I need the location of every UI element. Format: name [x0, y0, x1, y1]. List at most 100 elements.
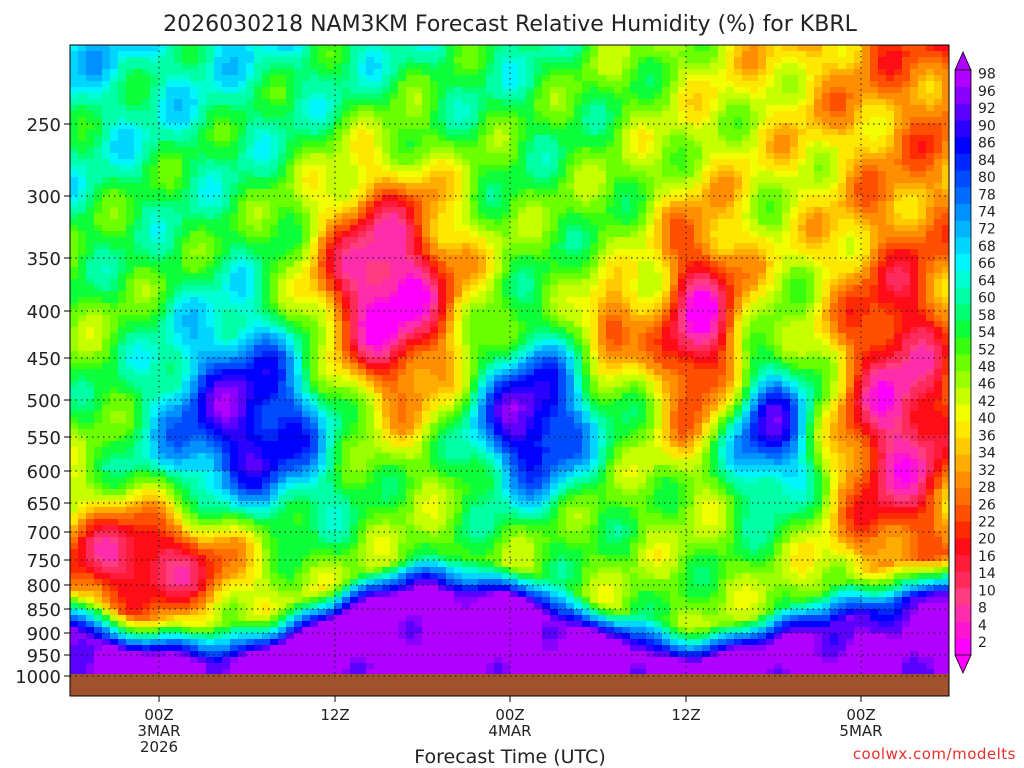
x-tick-label: 3MAR — [137, 722, 180, 740]
colorbar-swatch — [955, 337, 971, 355]
colorbar-label: 32 — [978, 463, 996, 479]
y-tick-label: 450 — [27, 349, 61, 370]
colorbar-label: 26 — [978, 497, 996, 513]
colorbar-swatch — [955, 621, 971, 639]
y-tick-label: 900 — [27, 624, 61, 645]
y-tick-label: 550 — [27, 428, 61, 449]
colorbar-swatch — [955, 554, 971, 572]
colorbar-swatch — [955, 287, 971, 305]
colorbar-swatch — [955, 454, 971, 472]
colorbar-label: 52 — [978, 342, 996, 358]
y-tick-label: 500 — [27, 391, 61, 412]
x-tick-label: 12Z — [320, 706, 349, 724]
x-tick-label: 00Z — [846, 706, 875, 724]
colorbar-label: 86 — [978, 136, 996, 152]
colorbar-max-arrow — [954, 51, 972, 71]
colorbar-swatch — [955, 370, 971, 388]
y-tick-label: 350 — [27, 249, 61, 270]
colorbar-label: 34 — [978, 446, 996, 462]
x-tick-label: 4MAR — [488, 722, 531, 740]
colorbar-label: 40 — [978, 411, 996, 427]
colorbar-label: 14 — [978, 566, 996, 582]
colorbar-swatch — [955, 487, 971, 505]
credit-text: coolwx.com/modelts — [853, 745, 1016, 763]
colorbar-swatch — [955, 471, 971, 489]
colorbar-label: 66 — [978, 256, 996, 272]
x-axis-label: Forecast Time (UTC) — [414, 746, 605, 768]
x-tick-label: 00Z — [495, 706, 524, 724]
colorbar-swatch — [955, 521, 971, 539]
colorbar-label: 74 — [978, 205, 996, 221]
y-tick-label: 650 — [27, 494, 61, 515]
y-tick-label: 750 — [27, 551, 61, 572]
y-tick-label: 800 — [27, 576, 61, 597]
colorbar-swatch — [955, 203, 971, 221]
colorbar-label: 98 — [978, 67, 996, 83]
colorbar-swatch — [955, 504, 971, 522]
y-tick-label: 850 — [27, 600, 61, 621]
colorbar-swatch — [955, 153, 971, 171]
colorbar-swatch — [955, 387, 971, 405]
colorbar-label: 28 — [978, 480, 996, 496]
colorbar-swatch — [955, 571, 971, 589]
colorbar-swatch — [955, 588, 971, 606]
colorbar-min-arrow — [954, 654, 972, 674]
colorbar-label: 64 — [978, 273, 996, 289]
colorbar-swatch — [955, 638, 971, 656]
colorbar-label: 92 — [978, 101, 996, 117]
colorbar-label: 22 — [978, 514, 996, 530]
x-tick-label: 2026 — [140, 738, 178, 756]
y-tick-label: 250 — [27, 115, 61, 136]
colorbar-label: 80 — [978, 170, 996, 186]
y-tick-label: 600 — [27, 462, 61, 483]
colorbar-swatch — [955, 437, 971, 455]
y-tick-label: 400 — [27, 302, 61, 323]
x-tick-label: 5MAR — [839, 722, 882, 740]
y-tick-label: 1000 — [15, 667, 61, 688]
colorbar-label: 72 — [978, 222, 996, 238]
colorbar-label: 58 — [978, 308, 996, 324]
colorbar-label: 36 — [978, 428, 996, 444]
colorbar: 2481014162022262832343640424648525458606… — [954, 51, 996, 674]
colorbar-swatch — [955, 136, 971, 154]
colorbar-label: 2 — [978, 635, 987, 651]
colorbar-swatch — [955, 421, 971, 439]
colorbar-swatch — [955, 120, 971, 138]
plot-area — [70, 45, 949, 696]
colorbar-label: 78 — [978, 187, 996, 203]
x-tick-label: 12Z — [671, 706, 700, 724]
colorbar-swatch — [955, 70, 971, 88]
colorbar-swatch — [955, 604, 971, 622]
colorbar-label: 48 — [978, 360, 996, 376]
chart-title: 2026030218 NAM3KM Forecast Relative Humi… — [163, 12, 858, 37]
y-tick-label: 950 — [27, 646, 61, 667]
colorbar-label: 4 — [978, 618, 987, 634]
colorbar-swatch — [955, 404, 971, 422]
colorbar-label: 60 — [978, 291, 996, 307]
colorbar-label: 8 — [978, 601, 987, 617]
colorbar-label: 84 — [978, 153, 996, 169]
y-axis: 250 300 350 400 450 500 550 600 650 700 750 800 850 9… — [15, 115, 70, 688]
colorbar-swatch — [955, 86, 971, 104]
colorbar-label: 46 — [978, 377, 996, 393]
colorbar-swatch — [955, 538, 971, 556]
colorbar-label: 16 — [978, 549, 996, 565]
colorbar-label: 96 — [978, 84, 996, 100]
colorbar-swatch — [955, 320, 971, 338]
colorbar-swatch — [955, 304, 971, 322]
colorbar-swatch — [955, 253, 971, 271]
y-tick-label: 300 — [27, 187, 61, 208]
colorbar-swatch — [955, 187, 971, 205]
colorbar-label: 10 — [978, 583, 996, 599]
colorbar-swatch — [955, 237, 971, 255]
ground-band — [70, 674, 949, 696]
y-tick-label: 700 — [27, 523, 61, 544]
colorbar-label: 42 — [978, 394, 996, 410]
colorbar-label: 20 — [978, 532, 996, 548]
colorbar-swatch — [955, 354, 971, 372]
colorbar-label: 54 — [978, 325, 996, 341]
colorbar-label: 90 — [978, 118, 996, 134]
colorbar-swatch — [955, 270, 971, 288]
